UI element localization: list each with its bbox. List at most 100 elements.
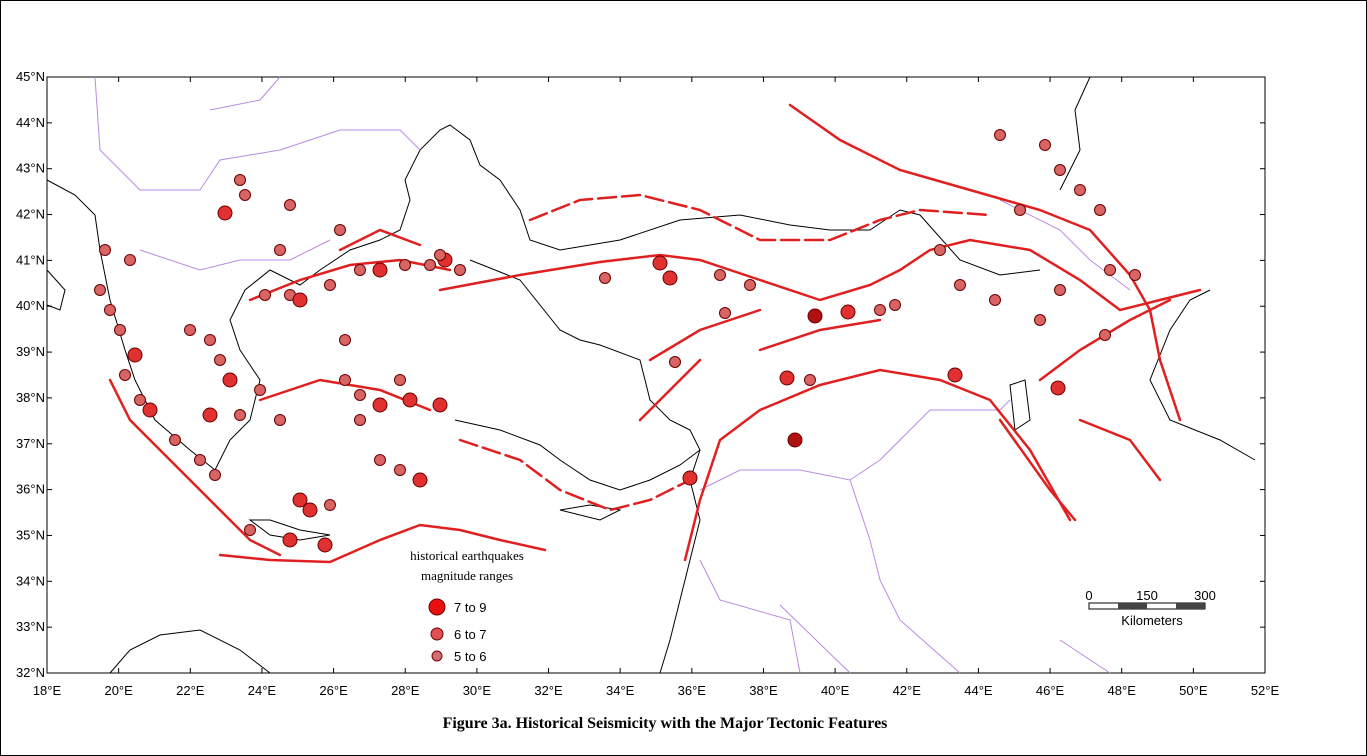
earthquake-marker bbox=[354, 264, 366, 276]
lon-label: 38°E bbox=[749, 683, 778, 698]
lat-label: 32°N bbox=[16, 665, 45, 680]
earthquake-marker bbox=[302, 502, 318, 518]
lat-label: 43°N bbox=[16, 161, 45, 176]
lon-label: 44°E bbox=[964, 683, 993, 698]
legend-title: historical earthquakes bbox=[410, 548, 524, 563]
scale-tick-label: 150 bbox=[1136, 588, 1158, 603]
lon-label: 52°E bbox=[1251, 683, 1280, 698]
lon-label: 30°E bbox=[463, 683, 492, 698]
earthquake-marker bbox=[779, 370, 795, 386]
lon-label: 50°E bbox=[1179, 683, 1208, 698]
earthquake-markers bbox=[94, 129, 1141, 553]
earthquake-marker bbox=[374, 454, 386, 466]
lat-label: 42°N bbox=[16, 207, 45, 222]
earthquake-marker bbox=[317, 537, 333, 553]
earthquake-marker bbox=[124, 254, 136, 266]
earthquake-marker bbox=[274, 414, 286, 426]
earthquake-marker bbox=[234, 409, 246, 421]
earthquake-marker bbox=[787, 432, 803, 448]
earthquake-marker bbox=[217, 205, 233, 221]
earthquake-marker bbox=[292, 292, 308, 308]
scale-unit: Kilometers bbox=[1121, 613, 1183, 628]
lat-label: 40°N bbox=[16, 298, 45, 313]
coastlines bbox=[46, 76, 1256, 674]
earthquake-marker bbox=[412, 472, 428, 488]
earthquake-marker bbox=[114, 324, 126, 336]
earthquake-marker bbox=[234, 174, 246, 186]
earthquake-marker bbox=[127, 347, 143, 363]
scale-bar: 0 150 300 Kilometers bbox=[1085, 588, 1215, 628]
lon-label: 34°E bbox=[606, 683, 635, 698]
earthquake-marker bbox=[669, 356, 681, 368]
earthquake-marker bbox=[934, 244, 946, 256]
earthquake-marker bbox=[840, 304, 856, 320]
earthquake-marker bbox=[119, 369, 131, 381]
legend-label: 7 to 9 bbox=[454, 600, 487, 615]
legend-symbol-large bbox=[428, 598, 446, 616]
caption: Figure 3a. Historical Seismicity with th… bbox=[443, 715, 888, 732]
earthquake-marker bbox=[324, 279, 336, 291]
earthquake-marker bbox=[1129, 269, 1141, 281]
earthquake-marker bbox=[214, 354, 226, 366]
earthquake-marker bbox=[274, 244, 286, 256]
lon-label: 46°E bbox=[1036, 683, 1065, 698]
lon-label: 18°E bbox=[33, 683, 62, 698]
earthquake-marker bbox=[874, 304, 886, 316]
earthquake-marker bbox=[1074, 184, 1086, 196]
graticule-ticks: 45°N 44°N 43°N 42°N 41°N 40°N 39°N 38°N 37°N 36°N… bbox=[16, 69, 1280, 698]
earthquake-marker bbox=[372, 262, 388, 278]
earthquake-marker bbox=[202, 407, 218, 423]
earthquake-marker bbox=[254, 384, 266, 396]
earthquake-marker bbox=[324, 499, 336, 511]
lat-label: 33°N bbox=[16, 619, 45, 634]
scale-bar-segment bbox=[1176, 603, 1205, 609]
earthquake-marker bbox=[807, 308, 823, 324]
legend: historical earthquakes magnitude ranges … bbox=[410, 548, 524, 664]
earthquake-marker bbox=[244, 524, 256, 536]
earthquake-marker bbox=[714, 269, 726, 281]
earthquake-marker bbox=[142, 402, 158, 418]
earthquake-marker bbox=[432, 397, 448, 413]
lon-label: 24°E bbox=[248, 683, 277, 698]
earthquake-marker bbox=[354, 414, 366, 426]
earthquake-marker bbox=[372, 397, 388, 413]
earthquake-marker bbox=[292, 492, 308, 508]
earthquake-marker bbox=[354, 389, 366, 401]
earthquake-marker bbox=[1104, 264, 1116, 276]
lon-label: 42°E bbox=[893, 683, 922, 698]
earthquake-marker bbox=[204, 334, 216, 346]
earthquake-marker bbox=[394, 464, 406, 476]
earthquake-marker bbox=[424, 259, 436, 271]
earthquake-marker bbox=[947, 367, 963, 383]
earthquake-marker bbox=[1050, 380, 1066, 396]
lon-label: 20°E bbox=[104, 683, 133, 698]
political-borders bbox=[94, 76, 1131, 674]
scale-tick-label: 300 bbox=[1194, 588, 1216, 603]
earthquake-marker bbox=[399, 259, 411, 271]
earthquake-marker bbox=[402, 392, 418, 408]
earthquake-marker bbox=[954, 279, 966, 291]
earthquake-marker bbox=[652, 255, 668, 271]
earthquake-marker bbox=[744, 279, 756, 291]
legend-label: 6 to 7 bbox=[454, 627, 487, 642]
earthquake-marker bbox=[1054, 284, 1066, 296]
lat-label: 41°N bbox=[16, 252, 45, 267]
earthquake-marker bbox=[1014, 204, 1026, 216]
earthquake-marker bbox=[994, 129, 1006, 141]
earthquake-marker bbox=[682, 470, 698, 486]
earthquake-marker bbox=[339, 334, 351, 346]
earthquake-marker bbox=[1039, 139, 1051, 151]
earthquake-marker bbox=[454, 264, 466, 276]
earthquake-marker bbox=[662, 270, 678, 286]
earthquake-marker bbox=[94, 284, 106, 296]
earthquake-marker bbox=[434, 249, 446, 261]
lon-label: 36°E bbox=[678, 683, 707, 698]
earthquake-marker bbox=[394, 374, 406, 386]
legend-title: magnitude ranges bbox=[421, 568, 513, 583]
earthquake-marker bbox=[282, 532, 298, 548]
earthquake-marker bbox=[259, 289, 271, 301]
legend-symbol-medium bbox=[430, 627, 444, 641]
earthquake-marker bbox=[804, 374, 816, 386]
earthquake-marker bbox=[719, 307, 731, 319]
